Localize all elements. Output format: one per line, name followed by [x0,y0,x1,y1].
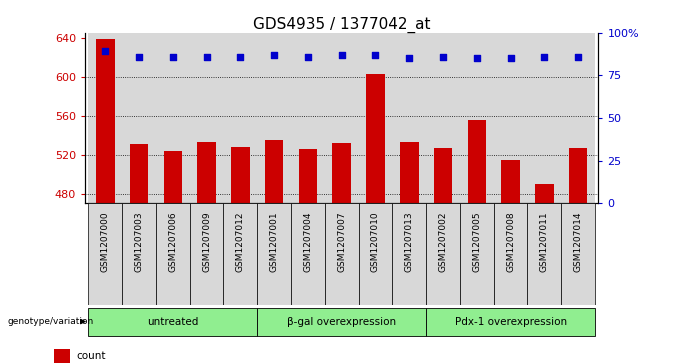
Bar [392,33,426,203]
Bar [468,121,486,363]
Bar [528,203,561,305]
Point [404,55,415,61]
Bar [333,143,351,363]
Bar [426,33,460,203]
Bar [494,203,528,305]
Text: count: count [76,351,106,361]
Bar [561,203,595,305]
Text: GSM1207003: GSM1207003 [135,211,143,272]
Bar [163,151,182,363]
Bar [88,33,122,203]
Text: GSM1207006: GSM1207006 [169,211,177,272]
Text: GSM1207012: GSM1207012 [236,211,245,272]
Bar [400,142,419,363]
Bar [265,140,284,363]
Bar [88,308,257,336]
Bar [257,203,291,305]
Bar [88,203,122,305]
Bar [291,33,325,203]
Text: untreated: untreated [147,317,199,327]
Point [167,54,178,60]
Bar [190,33,224,203]
Bar [291,203,325,305]
Bar [54,349,69,363]
Bar [325,33,358,203]
Bar [460,203,494,305]
Point [303,54,313,60]
Text: Pdx-1 overexpression: Pdx-1 overexpression [454,317,566,327]
Text: GSM1207000: GSM1207000 [101,211,109,272]
Bar [367,74,385,363]
Text: GSM1207005: GSM1207005 [473,211,481,272]
Bar [299,149,317,363]
Bar [96,40,114,363]
Bar [122,33,156,203]
Point [573,54,583,60]
Bar [231,147,250,363]
Text: GSM1207007: GSM1207007 [337,211,346,272]
Bar [257,308,426,336]
Point [235,54,245,60]
Point [539,54,550,60]
Bar [358,203,392,305]
Bar [190,203,224,305]
Bar [224,203,257,305]
Text: GSM1207014: GSM1207014 [574,211,583,272]
Text: GSM1207008: GSM1207008 [506,211,515,272]
Point [370,52,381,58]
Point [471,55,482,61]
Point [505,55,516,61]
Bar [494,33,528,203]
Point [269,52,279,58]
Bar [535,184,554,363]
Point [336,52,347,58]
Point [438,54,449,60]
Point [100,49,111,54]
Bar [197,142,216,363]
Text: GSM1207004: GSM1207004 [303,211,312,272]
Bar [122,203,156,305]
Text: GSM1207013: GSM1207013 [405,211,413,272]
Bar [156,203,190,305]
Text: GSM1207001: GSM1207001 [270,211,279,272]
Bar [224,33,257,203]
Bar [358,33,392,203]
Bar [392,203,426,305]
Text: GSM1207011: GSM1207011 [540,211,549,272]
Point [201,54,212,60]
Bar [130,144,148,363]
Bar [561,33,595,203]
Bar [528,33,561,203]
Bar [325,203,358,305]
Bar [156,33,190,203]
Bar [426,203,460,305]
Text: GSM1207002: GSM1207002 [439,211,447,272]
Bar [460,33,494,203]
Text: GSM1207010: GSM1207010 [371,211,380,272]
Text: β-gal overexpression: β-gal overexpression [287,317,396,327]
Point [133,54,144,60]
Text: genotype/variation: genotype/variation [7,317,94,326]
Bar [434,148,452,363]
Bar [426,308,595,336]
Title: GDS4935 / 1377042_at: GDS4935 / 1377042_at [253,16,430,33]
Bar [257,33,291,203]
Bar [569,148,588,363]
Text: GSM1207009: GSM1207009 [202,211,211,272]
Bar [501,160,520,363]
